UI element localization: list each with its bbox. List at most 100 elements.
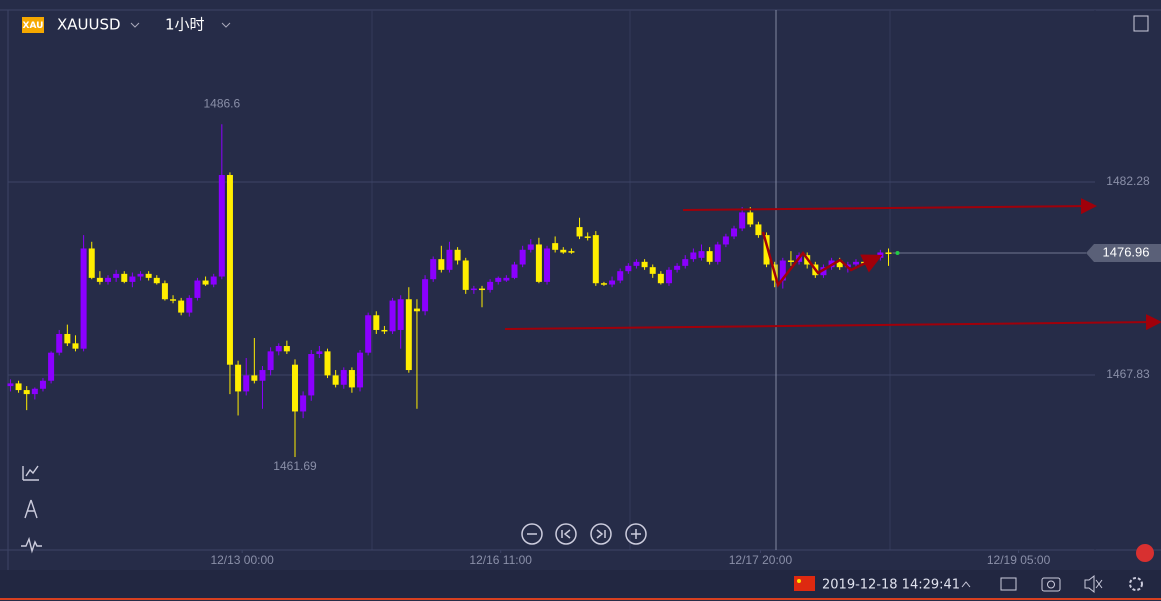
candle-body [186, 297, 193, 313]
drawn-trend-line[interactable] [504, 314, 1161, 331]
candle-body [283, 345, 290, 352]
candle-body [657, 273, 664, 284]
candle-body [291, 364, 298, 412]
alert-button[interactable] [1136, 544, 1154, 562]
candle-body [332, 375, 339, 385]
candle-body [64, 333, 71, 344]
interval[interactable]: 1小时 [165, 16, 205, 34]
candle-body [674, 265, 681, 270]
candle-body [527, 244, 534, 250]
zoom-out[interactable] [521, 523, 543, 545]
x-tick-label: 12/19 05:00 [987, 553, 1051, 567]
chevron[interactable] [130, 22, 140, 28]
chevron[interactable] [221, 22, 231, 28]
expand-icon[interactable] [961, 581, 971, 588]
candle-body [438, 259, 445, 270]
candle-body [308, 354, 315, 396]
settings-icon[interactable] [1129, 577, 1143, 591]
candle-body [218, 174, 225, 277]
candle-body [430, 259, 437, 280]
candle-body [226, 174, 233, 365]
scroll-start[interactable] [555, 523, 577, 545]
candle-body [706, 251, 713, 262]
candle-body [397, 299, 404, 330]
x-tick-label: 12/17 20:00 [729, 553, 793, 567]
candle-body [259, 370, 266, 381]
candle-body [625, 265, 632, 272]
candle-body [31, 388, 38, 395]
candle-body [357, 352, 364, 388]
candle-body [348, 370, 355, 388]
candle-body [690, 252, 697, 260]
candle-body [72, 343, 79, 349]
candle-body [129, 276, 136, 282]
x-tick-label: 12/16 11:00 [469, 553, 532, 567]
candle-body [7, 383, 14, 387]
candle-body [503, 277, 510, 281]
candle-body [324, 351, 331, 376]
candle-body [462, 260, 469, 290]
badge-text: XAU [23, 21, 44, 31]
candle-body [275, 345, 282, 352]
symbol[interactable]: XAUUSD [57, 16, 121, 34]
camera-icon[interactable] [1041, 577, 1061, 592]
datetime: 2019-12-18 14:29:41 [822, 578, 960, 593]
zoom-in[interactable] [625, 523, 647, 545]
candle-body [161, 283, 168, 300]
mute-icon[interactable] [1084, 574, 1103, 594]
candle-body [836, 260, 843, 268]
panel-icon[interactable] [1133, 15, 1149, 32]
camera-lens [1047, 580, 1055, 589]
candle-body [80, 248, 87, 349]
candle-body [649, 267, 656, 274]
candle-body [552, 243, 559, 250]
candle-body [39, 380, 46, 389]
drawn-zigzag[interactable] [761, 231, 883, 288]
candle-body [113, 273, 120, 278]
candle-body [731, 228, 738, 237]
drawn-trend-line[interactable] [682, 198, 1097, 215]
candle-body [145, 273, 152, 278]
candle-body [96, 277, 103, 282]
candle-body [105, 277, 112, 282]
indicator-icon[interactable] [22, 465, 39, 481]
candle-body [251, 375, 258, 381]
candle-body [747, 212, 754, 225]
candle-body [885, 252, 892, 254]
candle-body [560, 249, 567, 253]
candle-body [535, 244, 542, 282]
candle-body [413, 308, 420, 312]
plot: 1482.28 1467.83 12/13 00:00 12/16 11:00 12/1… [7, 96, 1161, 567]
window-icon[interactable] [1000, 577, 1017, 591]
candle-body [682, 259, 689, 266]
scroll-end[interactable] [590, 523, 612, 545]
candle-body [389, 300, 396, 332]
candle-body [121, 273, 128, 282]
candle-body [422, 279, 429, 312]
candle-body [739, 212, 746, 229]
candle-body [544, 248, 551, 282]
candle-body [381, 329, 388, 332]
candle-body [170, 299, 177, 301]
candle-body [470, 288, 477, 291]
high-annotation: 1486.6 [203, 96, 240, 110]
x-tick-label: 12/13 00:00 [210, 553, 274, 567]
candle-body [153, 277, 160, 284]
last-price-dot [895, 251, 900, 256]
candle-body [722, 236, 729, 245]
candle-body [48, 352, 55, 381]
candle-body [267, 351, 274, 371]
candle-body [365, 315, 372, 353]
candle-body [243, 375, 250, 392]
candle-body [23, 390, 30, 395]
candle-body [340, 370, 347, 385]
wave-icon[interactable] [21, 536, 42, 554]
candle-body [373, 315, 380, 330]
candle-body [633, 261, 640, 266]
draw-icon[interactable] [24, 499, 38, 519]
candle-body [478, 288, 485, 291]
candle-body [584, 236, 591, 238]
